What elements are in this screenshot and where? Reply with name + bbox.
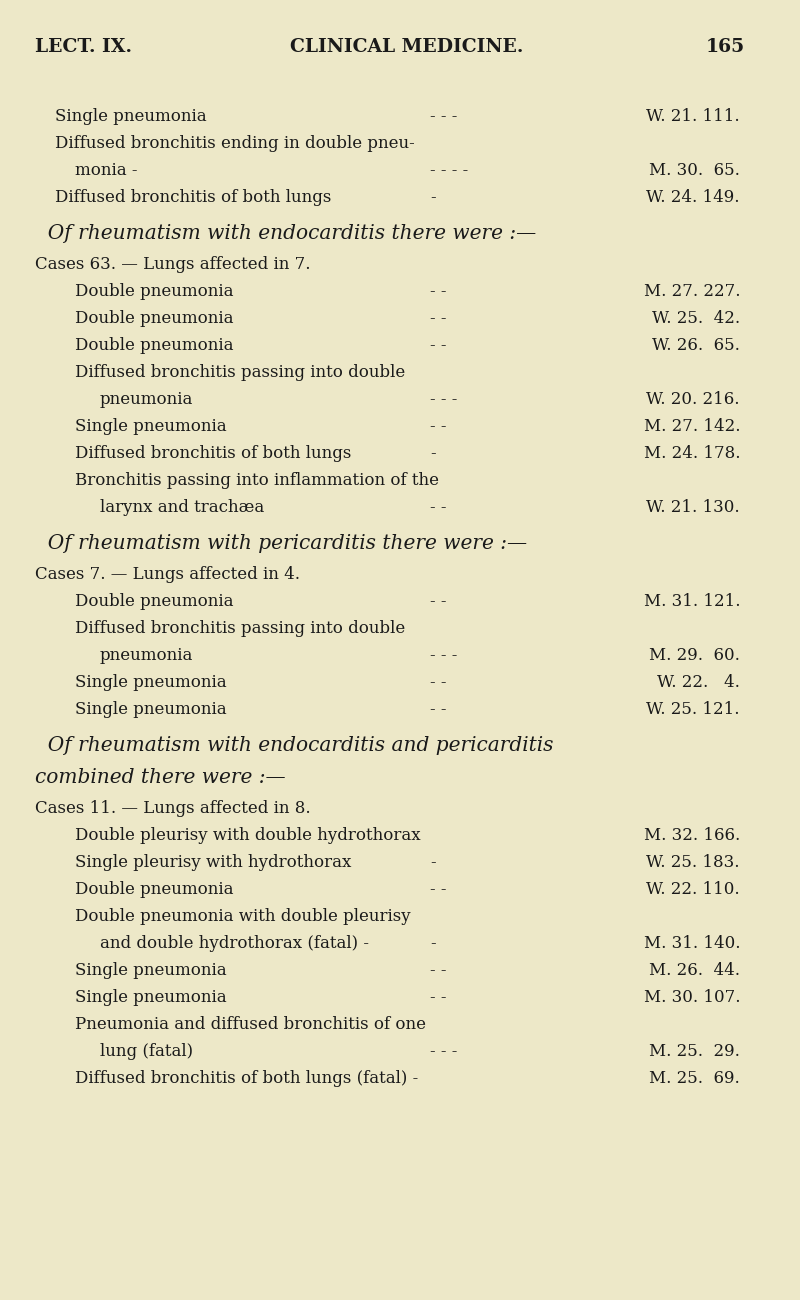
Text: Double pneumonia: Double pneumonia <box>75 283 234 300</box>
Text: - - -: - - - <box>430 108 458 125</box>
Text: - -: - - <box>430 673 446 692</box>
Text: Single pneumonia: Single pneumonia <box>75 701 226 718</box>
Text: W. 21. 111.: W. 21. 111. <box>646 108 740 125</box>
Text: - -: - - <box>430 337 446 354</box>
Text: Bronchitis passing into inflammation of the: Bronchitis passing into inflammation of … <box>75 472 439 489</box>
Text: - -: - - <box>430 499 446 516</box>
Text: -: - <box>430 445 436 461</box>
Text: - - -: - - - <box>430 391 458 408</box>
Text: Single pneumonia: Single pneumonia <box>75 419 226 436</box>
Text: -: - <box>430 188 436 205</box>
Text: - - -: - - - <box>430 1043 458 1060</box>
Text: M. 27. 227.: M. 27. 227. <box>643 283 740 300</box>
Text: -: - <box>430 854 436 871</box>
Text: M. 25.  69.: M. 25. 69. <box>650 1070 740 1087</box>
Text: monia -: monia - <box>75 162 138 179</box>
Text: W. 22. 110.: W. 22. 110. <box>646 881 740 898</box>
Text: W. 26.  65.: W. 26. 65. <box>652 337 740 354</box>
Text: M. 31. 140.: M. 31. 140. <box>643 935 740 952</box>
Text: Single pneumonia: Single pneumonia <box>75 962 226 979</box>
Text: Diffused bronchitis of both lungs (fatal) -: Diffused bronchitis of both lungs (fatal… <box>75 1070 418 1087</box>
Text: M. 24. 178.: M. 24. 178. <box>643 445 740 461</box>
Text: W. 21. 130.: W. 21. 130. <box>646 499 740 516</box>
Text: M. 31. 121.: M. 31. 121. <box>643 593 740 610</box>
Text: Diffused bronchitis of both lungs: Diffused bronchitis of both lungs <box>55 188 331 205</box>
Text: M. 26.  44.: M. 26. 44. <box>649 962 740 979</box>
Text: - -: - - <box>430 309 446 328</box>
Text: W. 22.   4.: W. 22. 4. <box>657 673 740 692</box>
Text: - -: - - <box>430 593 446 610</box>
Text: Double pneumonia: Double pneumonia <box>75 881 234 898</box>
Text: Pneumonia and diffused bronchitis of one: Pneumonia and diffused bronchitis of one <box>75 1017 426 1034</box>
Text: Diffused bronchitis passing into double: Diffused bronchitis passing into double <box>75 620 406 637</box>
Text: - -: - - <box>430 989 446 1006</box>
Text: Single pleurisy with hydrothorax: Single pleurisy with hydrothorax <box>75 854 351 871</box>
Text: CLINICAL MEDICINE.: CLINICAL MEDICINE. <box>290 38 523 56</box>
Text: Of rheumatism with pericarditis there were :—: Of rheumatism with pericarditis there we… <box>35 534 527 552</box>
Text: combined there were :—: combined there were :— <box>35 768 286 786</box>
Text: Double pneumonia: Double pneumonia <box>75 309 234 328</box>
Text: - -: - - <box>430 881 446 898</box>
Text: pneumonia: pneumonia <box>100 391 194 408</box>
Text: M. 27. 142.: M. 27. 142. <box>643 419 740 436</box>
Text: Diffused bronchitis ending in double pneu-: Diffused bronchitis ending in double pne… <box>55 135 414 152</box>
Text: Diffused bronchitis passing into double: Diffused bronchitis passing into double <box>75 364 406 381</box>
Text: Cases 63. — Lungs affected in 7.: Cases 63. — Lungs affected in 7. <box>35 256 310 273</box>
Text: Double pneumonia: Double pneumonia <box>75 593 234 610</box>
Text: Double pneumonia with double pleurisy: Double pneumonia with double pleurisy <box>75 907 410 926</box>
Text: Single pneumonia: Single pneumonia <box>75 989 226 1006</box>
Text: M. 30. 107.: M. 30. 107. <box>643 989 740 1006</box>
Text: Diffused bronchitis of both lungs: Diffused bronchitis of both lungs <box>75 445 351 461</box>
Text: Double pleurisy with double hydrothorax: Double pleurisy with double hydrothorax <box>75 827 421 844</box>
Text: W. 24. 149.: W. 24. 149. <box>646 188 740 205</box>
Text: - -: - - <box>430 962 446 979</box>
Text: - -: - - <box>430 419 446 436</box>
Text: M. 29.  60.: M. 29. 60. <box>649 647 740 664</box>
Text: M. 30.  65.: M. 30. 65. <box>649 162 740 179</box>
Text: W. 20. 216.: W. 20. 216. <box>646 391 740 408</box>
Text: LECT. IX.: LECT. IX. <box>35 38 132 56</box>
Text: - - - -: - - - - <box>430 162 468 179</box>
Text: and double hydrothorax (fatal) -: and double hydrothorax (fatal) - <box>100 935 369 952</box>
Text: 165: 165 <box>706 38 745 56</box>
Text: Cases 11. — Lungs affected in 8.: Cases 11. — Lungs affected in 8. <box>35 800 310 816</box>
Text: W. 25. 121.: W. 25. 121. <box>646 701 740 718</box>
Text: Double pneumonia: Double pneumonia <box>75 337 234 354</box>
Text: - - -: - - - <box>430 647 458 664</box>
Text: Of rheumatism with endocarditis and pericarditis: Of rheumatism with endocarditis and peri… <box>35 736 554 755</box>
Text: lung (fatal): lung (fatal) <box>100 1043 193 1060</box>
Text: pneumonia: pneumonia <box>100 647 194 664</box>
Text: Single pneumonia: Single pneumonia <box>75 673 226 692</box>
Text: - -: - - <box>430 701 446 718</box>
Text: W. 25. 183.: W. 25. 183. <box>646 854 740 871</box>
Text: - -: - - <box>430 283 446 300</box>
Text: Of rheumatism with endocarditis there were :—: Of rheumatism with endocarditis there we… <box>35 224 536 243</box>
Text: Single pneumonia: Single pneumonia <box>55 108 206 125</box>
Text: Cases 7. — Lungs affected in 4.: Cases 7. — Lungs affected in 4. <box>35 566 300 582</box>
Text: -: - <box>430 935 436 952</box>
Text: M. 32. 166.: M. 32. 166. <box>644 827 740 844</box>
Text: M. 25.  29.: M. 25. 29. <box>649 1043 740 1060</box>
Text: larynx and trachæa: larynx and trachæa <box>100 499 264 516</box>
Text: W. 25.  42.: W. 25. 42. <box>652 309 740 328</box>
